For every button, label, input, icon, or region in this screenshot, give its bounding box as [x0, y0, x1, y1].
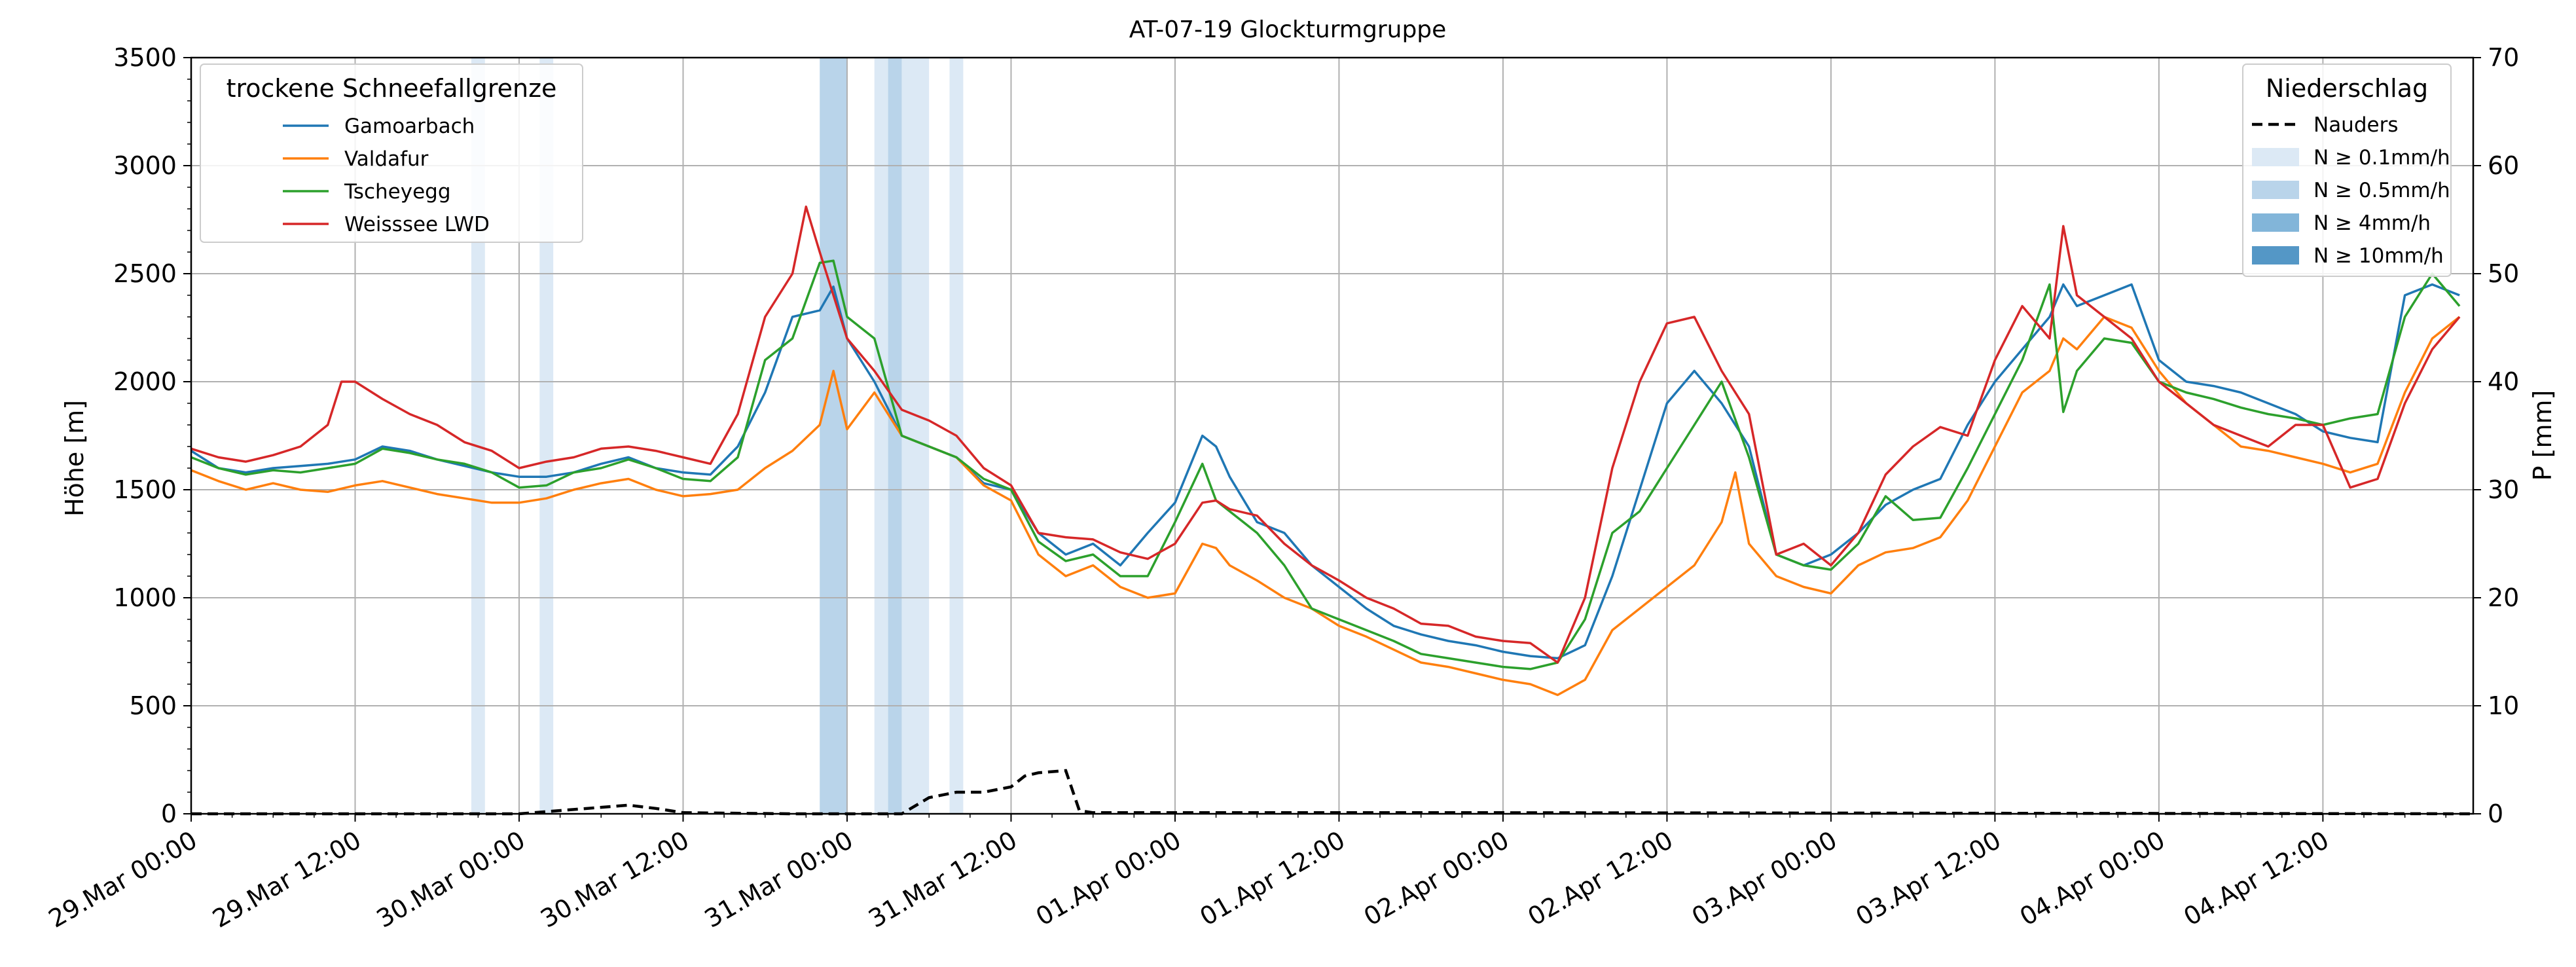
series-line — [190, 205, 2461, 664]
legend-precipitation-swatch — [2252, 213, 2299, 232]
y-tick-label-right: 50 — [2488, 259, 2519, 288]
series-lines — [190, 205, 2461, 697]
y-axis-label-right: P [mm] — [2528, 390, 2557, 481]
legend-precipitation-swatch — [2252, 181, 2299, 199]
y-tick-label-right: 0 — [2488, 799, 2503, 828]
series-line — [190, 316, 2461, 697]
precip-band — [820, 58, 847, 814]
y-tick-label-right: 30 — [2488, 475, 2519, 504]
legend-precipitation-label: N ≥ 10mm/h — [2313, 244, 2444, 268]
precip-band — [539, 58, 554, 814]
precipitation-line-group — [191, 769, 2474, 816]
precip-band — [471, 58, 485, 814]
y-tick-label-left: 3500 — [113, 43, 177, 72]
chart-title: AT-07-19 Glockturmgruppe — [1129, 16, 1447, 43]
legend-precipitation-label: Nauders — [2313, 113, 2398, 137]
legend-precipitation-label: N ≥ 0.1mm/h — [2313, 146, 2450, 170]
legend-precipitation: Niederschlag Nauders N ≥ 0.1mm/h N ≥ 0.5mm… — [2242, 64, 2452, 277]
precip-band — [901, 58, 930, 814]
legend-precipitation-swatch — [2252, 148, 2299, 166]
y-tick-label-left: 1000 — [113, 583, 177, 612]
y-tick-label-left: 500 — [129, 691, 177, 720]
y-tick-label-right: 70 — [2488, 43, 2519, 72]
legend-snowfall: trockene Schneefallgrenze Gamoarbach Vald… — [200, 64, 583, 243]
legend-precipitation-title: Niederschlag — [2266, 74, 2428, 103]
y-tick-label-left: 2000 — [113, 367, 177, 396]
series-line — [190, 259, 2461, 670]
y-tick-label-left: 2500 — [113, 259, 177, 288]
y-tick-label-right: 10 — [2488, 691, 2519, 720]
y-tick-label-left: 3000 — [113, 151, 177, 180]
y-tick-label-right: 60 — [2488, 151, 2519, 180]
legend-snowfall-label: Valdafur — [344, 147, 429, 171]
precipitation-line — [191, 769, 2474, 816]
y-tick-label-right: 20 — [2488, 583, 2519, 612]
precipitation-bands — [471, 58, 964, 814]
legend-snowfall-label: Weisssee LWD — [344, 213, 490, 236]
legend-snowfall-label: Tscheyegg — [344, 180, 451, 204]
y-axis-label-left: Höhe [m] — [60, 400, 89, 517]
legend-precipitation-label: N ≥ 0.5mm/h — [2313, 179, 2450, 202]
y-tick-label-left: 0 — [161, 799, 177, 828]
y-tick-label-right: 40 — [2488, 367, 2519, 396]
legend-snowfall-box — [200, 64, 583, 243]
legend-snowfall-label: Gamoarbach — [344, 115, 475, 138]
axes-frame — [190, 56, 2475, 815]
y-tick-label-left: 1500 — [113, 475, 177, 504]
legend-snowfall-title: trockene Schneefallgrenze — [227, 74, 557, 103]
precip-band — [874, 58, 888, 814]
precip-band — [888, 58, 902, 814]
legend-precipitation-swatch — [2252, 246, 2299, 265]
legend-precipitation-label: N ≥ 4mm/h — [2313, 211, 2431, 235]
